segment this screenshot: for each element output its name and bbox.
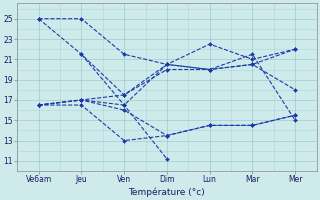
X-axis label: Température (°c): Température (°c) — [129, 187, 205, 197]
